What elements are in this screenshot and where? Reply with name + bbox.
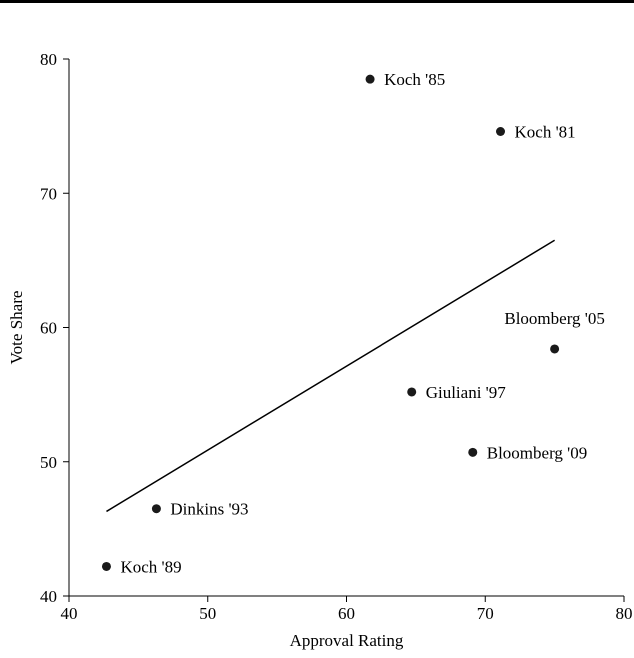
- data-point: [550, 344, 560, 354]
- data-label: Koch '89: [120, 557, 181, 576]
- data-label: Bloomberg '05: [504, 309, 605, 328]
- y-tick-label: 80: [40, 50, 57, 69]
- x-tick-label: 50: [199, 604, 216, 623]
- data-point: [101, 561, 111, 571]
- top-rule: [0, 0, 634, 3]
- x-tick-label: 70: [477, 604, 494, 623]
- data-label: Giuliani '97: [426, 383, 507, 402]
- data-point: [151, 504, 161, 514]
- data-point: [407, 387, 417, 397]
- x-tick-label: 40: [61, 604, 78, 623]
- data-label: Koch '85: [384, 70, 445, 89]
- trendline-group: [106, 239, 556, 513]
- y-tick-label: 70: [40, 184, 57, 203]
- points-group: Koch '85 Koch '81 Bloomberg '05 Giuliani '9…: [101, 70, 605, 576]
- data-label: Koch '81: [515, 122, 576, 141]
- y-tick-label: 40: [40, 587, 57, 606]
- trendline: [106, 239, 556, 513]
- y-tick-label: 60: [40, 319, 57, 338]
- x-tick-label: 60: [338, 604, 355, 623]
- axes: 40 50 60 70 80 40 50 60 70 80: [40, 50, 633, 623]
- data-label: Dinkins '93: [170, 500, 248, 519]
- data-point: [496, 126, 506, 136]
- x-axis-title: Approval Rating: [290, 631, 404, 650]
- data-point: [468, 447, 478, 457]
- data-label: Bloomberg '09: [487, 443, 588, 462]
- data-point: [365, 74, 375, 84]
- y-tick-label: 50: [40, 453, 57, 472]
- x-tick-label: 80: [616, 604, 633, 623]
- y-axis-title: Vote Share: [7, 291, 26, 365]
